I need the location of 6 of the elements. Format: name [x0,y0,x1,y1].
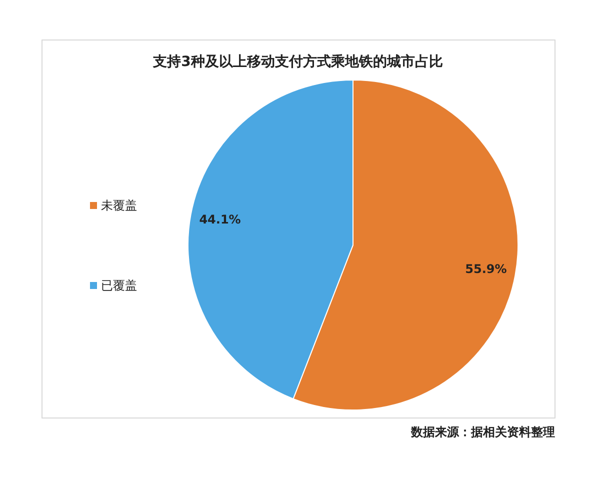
data-label: 44.1% [199,212,241,226]
legend-label: 已覆盖 [101,278,137,292]
legend-label: 未覆盖 [101,198,137,212]
chart-title: 支持3种及以上移动支付方式乘地铁的城市占比 [152,53,443,70]
source-note: 数据来源：据相关资料整理 [410,425,555,439]
data-label: 55.9% [465,262,507,276]
